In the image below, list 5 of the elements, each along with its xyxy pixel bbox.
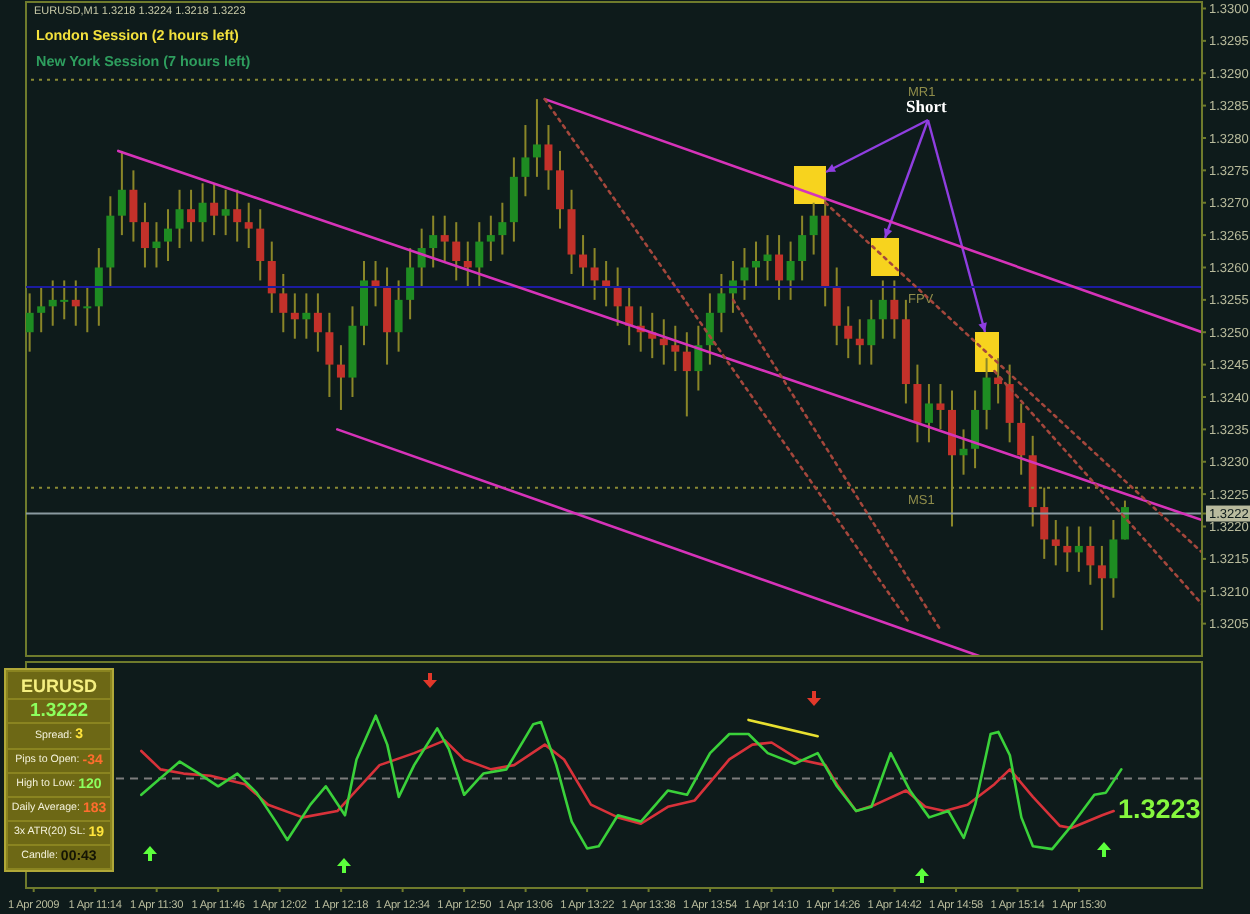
annotation: 1.3222 xyxy=(29,700,89,723)
candlestick xyxy=(83,286,92,333)
annotation: Short xyxy=(906,96,947,116)
text: EURUSD xyxy=(20,675,97,696)
annotation: 1.3223 xyxy=(1118,794,1201,824)
